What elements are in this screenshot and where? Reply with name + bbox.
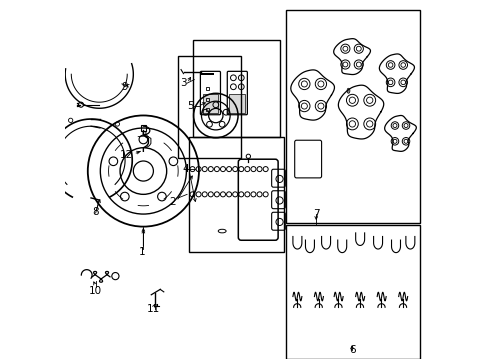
Text: 10: 10 [89,286,102,296]
Bar [205,87,209,90]
Text: 9: 9 [121,82,128,92]
Text: 8: 8 [92,207,99,217]
Text: 2: 2 [169,197,176,207]
Bar [188,137,284,252]
Bar [285,10,419,223]
Bar [285,225,419,359]
Bar [205,108,209,111]
Text: 5: 5 [186,102,193,112]
Ellipse shape [346,88,349,93]
Text: 7: 7 [312,209,319,219]
Bar [178,56,241,158]
Text: 6: 6 [348,345,355,355]
Text: 4: 4 [182,164,188,174]
Bar [229,94,244,113]
Bar [201,72,214,75]
Bar [192,40,280,137]
Text: 1: 1 [139,247,145,257]
Bar [202,94,218,113]
Text: 11: 11 [146,304,160,314]
Bar [205,98,209,101]
Bar [141,126,145,131]
Text: 12: 12 [120,150,133,160]
Text: 3: 3 [180,78,187,88]
